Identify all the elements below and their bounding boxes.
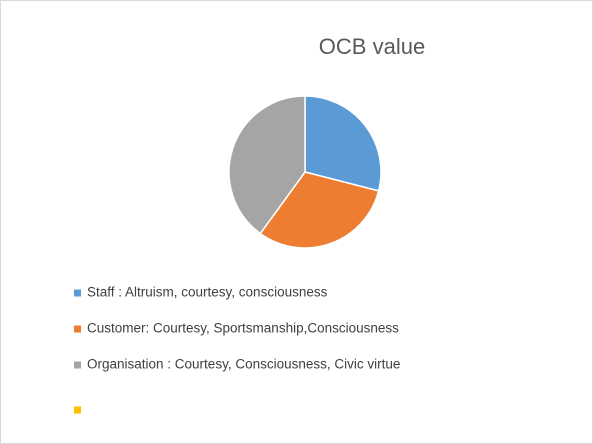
legend-label: Customer: Courtesy, Sportsmanship,Consci… <box>87 321 399 336</box>
pie-slice <box>228 95 306 235</box>
chart-title: OCB value <box>319 34 425 59</box>
legend-label: Organisation : Courtesy, Consciousness, … <box>87 357 400 372</box>
legend-swatch <box>74 406 81 414</box>
legend-swatch <box>74 361 81 369</box>
pie-slice <box>259 171 380 249</box>
legend-label: Staff : Altruism, courtesy, consciousnes… <box>87 285 328 300</box>
pie-slice <box>304 95 382 192</box>
legend-swatch <box>74 289 81 297</box>
legend-swatch <box>74 325 81 333</box>
